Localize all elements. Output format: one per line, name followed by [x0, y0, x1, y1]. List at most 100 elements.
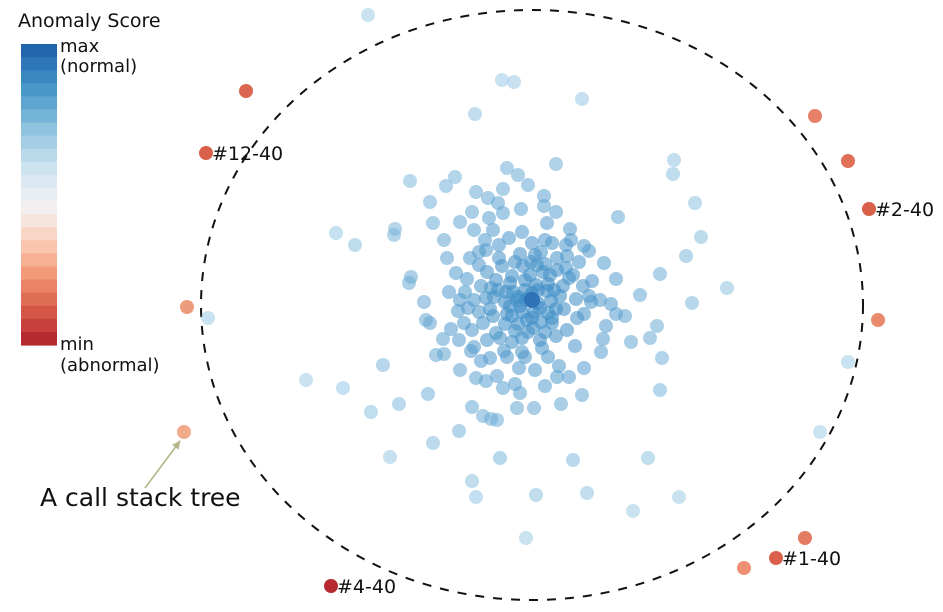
- normal-point: [540, 216, 554, 230]
- normal-point: [559, 238, 573, 252]
- normal-point: [575, 388, 589, 402]
- normal-point: [489, 326, 503, 340]
- legend-swatch: [21, 305, 57, 320]
- normal-point: [490, 369, 504, 383]
- normal-point: [563, 222, 577, 236]
- normal-point: [609, 272, 623, 286]
- normal-point: [403, 174, 417, 188]
- normal-point: [442, 285, 456, 299]
- outlier-point: [871, 313, 885, 327]
- labeled-point: [862, 202, 876, 216]
- normal-point: [550, 263, 564, 277]
- normal-point: [512, 361, 526, 375]
- point-label: #1-40: [782, 548, 841, 570]
- legend-swatch: [21, 279, 57, 294]
- normal-point: [474, 354, 488, 368]
- normal-point: [685, 296, 699, 310]
- normal-point: [596, 332, 610, 346]
- normal-point: [387, 228, 401, 242]
- annotation: A call stack tree: [40, 440, 241, 512]
- legend: Anomaly Score max (normal) min (abnormal…: [18, 10, 161, 376]
- normal-point: [417, 295, 431, 309]
- normal-point: [511, 168, 525, 182]
- outlier-points-layer: [177, 84, 885, 575]
- normal-point: [513, 247, 527, 261]
- normal-point: [392, 397, 406, 411]
- normal-point: [593, 293, 607, 307]
- normal-point: [502, 231, 516, 245]
- legend-max-sublabel: (normal): [60, 56, 137, 77]
- normal-point: [516, 259, 530, 273]
- normal-point: [547, 283, 561, 297]
- normal-point: [423, 195, 437, 209]
- legend-swatch: [21, 174, 57, 189]
- normal-point: [465, 205, 479, 219]
- normal-point: [515, 331, 529, 345]
- normal-point: [336, 381, 350, 395]
- normal-point: [496, 182, 510, 196]
- normal-point: [510, 401, 524, 415]
- normal-point: [492, 238, 506, 252]
- normal-point: [577, 307, 591, 321]
- normal-point: [519, 531, 533, 545]
- normal-point: [537, 189, 551, 203]
- legend-swatch: [21, 44, 57, 58]
- normal-point: [641, 451, 655, 465]
- labeled-point: [324, 579, 338, 593]
- normal-point: [528, 248, 542, 262]
- normal-point: [585, 274, 599, 288]
- normal-point: [538, 233, 552, 247]
- boundary-circle: [200, 9, 864, 601]
- labeled-points-layer: #12-40 #2-40 #1-40 #4-40: [199, 143, 934, 598]
- normal-point: [572, 255, 586, 269]
- normal-point: [655, 351, 669, 365]
- normal-point: [505, 269, 519, 283]
- legend-swatch: [21, 122, 57, 137]
- legend-swatch: [21, 135, 57, 150]
- normal-points-layer: [201, 8, 855, 545]
- normal-point: [672, 490, 686, 504]
- normal-point: [452, 424, 466, 438]
- normal-point: [436, 332, 450, 346]
- normal-point: [528, 363, 542, 377]
- legend-min-sublabel: (abnormal): [60, 355, 160, 376]
- labeled-point: [769, 551, 783, 565]
- normal-point: [361, 8, 375, 22]
- normal-point: [626, 504, 640, 518]
- normal-point: [538, 379, 552, 393]
- legend-min-label: min: [60, 334, 94, 355]
- outlier-point: [239, 84, 253, 98]
- normal-point: [461, 301, 475, 315]
- normal-point: [481, 191, 495, 205]
- annotation-arrow: [144, 440, 181, 489]
- normal-point: [495, 259, 509, 273]
- normal-point: [525, 236, 539, 250]
- legend-swatch: [21, 331, 57, 346]
- normal-point: [650, 319, 664, 333]
- normal-point: [299, 373, 313, 387]
- normal-point: [599, 319, 613, 333]
- normal-point: [529, 488, 543, 502]
- normal-point: [575, 92, 589, 106]
- normal-point: [841, 355, 855, 369]
- normal-point: [474, 279, 488, 293]
- normal-point: [653, 383, 667, 397]
- legend-color-bar: [21, 44, 57, 346]
- normal-point: [421, 387, 435, 401]
- normal-point: [569, 292, 583, 306]
- normal-point: [633, 288, 647, 302]
- normal-point: [465, 400, 479, 414]
- legend-swatch: [21, 292, 57, 307]
- legend-swatch: [21, 148, 57, 163]
- normal-point: [491, 283, 505, 297]
- normal-point: [467, 223, 481, 237]
- normal-point: [529, 278, 543, 292]
- normal-point: [679, 249, 693, 263]
- normal-point: [490, 413, 504, 427]
- normal-point: [577, 361, 591, 375]
- normal-point: [554, 397, 568, 411]
- normal-point: [496, 206, 510, 220]
- point-label: #4-40: [337, 576, 396, 598]
- normal-point: [538, 325, 552, 339]
